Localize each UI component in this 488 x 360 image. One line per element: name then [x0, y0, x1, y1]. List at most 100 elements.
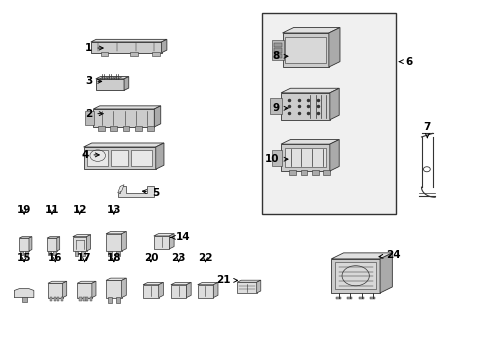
Text: 22: 22	[198, 253, 212, 263]
Polygon shape	[281, 88, 339, 93]
Polygon shape	[281, 93, 329, 120]
Polygon shape	[96, 79, 124, 90]
Polygon shape	[113, 77, 122, 79]
Polygon shape	[106, 278, 126, 280]
Polygon shape	[329, 140, 339, 171]
Bar	[84, 111, 94, 125]
Text: 21: 21	[216, 275, 237, 285]
Polygon shape	[106, 280, 122, 298]
Polygon shape	[330, 259, 379, 293]
Polygon shape	[281, 140, 339, 144]
Text: 7: 7	[423, 122, 430, 138]
Bar	[86, 297, 88, 301]
Text: 16: 16	[48, 253, 62, 263]
Text: 13: 13	[106, 206, 121, 216]
Text: 5: 5	[142, 188, 159, 198]
Bar	[130, 52, 138, 56]
Bar	[50, 297, 52, 301]
Bar	[358, 297, 363, 300]
Polygon shape	[118, 185, 124, 193]
Bar	[90, 297, 92, 301]
Polygon shape	[96, 77, 128, 79]
Polygon shape	[73, 237, 86, 251]
Bar	[83, 297, 85, 301]
Bar	[273, 42, 281, 47]
Polygon shape	[19, 237, 32, 238]
Polygon shape	[197, 285, 213, 298]
Text: 6: 6	[399, 57, 412, 67]
Polygon shape	[100, 77, 108, 79]
Bar	[21, 297, 26, 302]
Text: 8: 8	[272, 51, 287, 61]
Polygon shape	[91, 39, 166, 42]
Bar	[110, 126, 117, 131]
Text: 10: 10	[264, 154, 287, 164]
Bar	[61, 297, 63, 301]
Bar	[25, 251, 28, 255]
Bar	[346, 297, 351, 300]
Polygon shape	[143, 282, 163, 285]
Polygon shape	[186, 282, 191, 298]
Polygon shape	[154, 236, 169, 249]
Polygon shape	[29, 237, 32, 251]
Text: 4: 4	[81, 150, 99, 160]
Text: 1: 1	[85, 43, 103, 53]
Polygon shape	[93, 106, 161, 109]
Bar	[48, 251, 51, 255]
Polygon shape	[86, 235, 90, 251]
Text: 3: 3	[85, 76, 102, 86]
Bar	[152, 52, 159, 56]
Polygon shape	[156, 143, 163, 169]
Bar	[54, 297, 56, 301]
Bar	[98, 126, 105, 131]
Bar	[334, 262, 375, 289]
Text: 19: 19	[17, 206, 31, 216]
Bar	[101, 52, 108, 56]
Polygon shape	[122, 278, 126, 298]
Polygon shape	[158, 282, 163, 298]
Polygon shape	[169, 234, 174, 249]
Polygon shape	[237, 280, 260, 282]
Bar	[122, 126, 129, 131]
Bar	[53, 251, 56, 255]
Polygon shape	[47, 237, 60, 238]
Polygon shape	[170, 285, 186, 298]
Polygon shape	[379, 253, 391, 293]
Polygon shape	[329, 88, 339, 120]
Polygon shape	[237, 282, 256, 293]
Polygon shape	[106, 77, 115, 79]
Bar	[87, 150, 108, 166]
Polygon shape	[14, 289, 34, 298]
Text: 14: 14	[170, 232, 190, 242]
Bar	[20, 251, 23, 255]
Bar	[270, 98, 282, 114]
Bar	[81, 251, 84, 256]
Bar	[75, 251, 78, 256]
Bar	[111, 150, 128, 166]
Polygon shape	[106, 234, 122, 251]
Polygon shape	[328, 27, 339, 67]
Polygon shape	[83, 143, 163, 147]
Polygon shape	[122, 231, 126, 251]
Polygon shape	[282, 27, 339, 33]
Bar	[285, 148, 325, 167]
Text: 24: 24	[378, 250, 400, 260]
Bar	[261, 13, 395, 214]
Bar	[323, 170, 329, 175]
Text: 12: 12	[72, 206, 87, 216]
Polygon shape	[47, 238, 57, 251]
Bar	[369, 297, 374, 300]
Bar	[271, 40, 283, 60]
Polygon shape	[77, 283, 92, 298]
Bar	[335, 297, 340, 300]
Polygon shape	[154, 106, 161, 127]
Polygon shape	[92, 281, 96, 298]
Text: 20: 20	[143, 253, 158, 263]
Polygon shape	[48, 281, 66, 283]
Polygon shape	[154, 234, 174, 236]
Text: 23: 23	[171, 253, 185, 263]
Bar	[300, 170, 307, 175]
Polygon shape	[57, 237, 60, 251]
Bar	[285, 37, 325, 63]
Bar	[135, 126, 142, 131]
